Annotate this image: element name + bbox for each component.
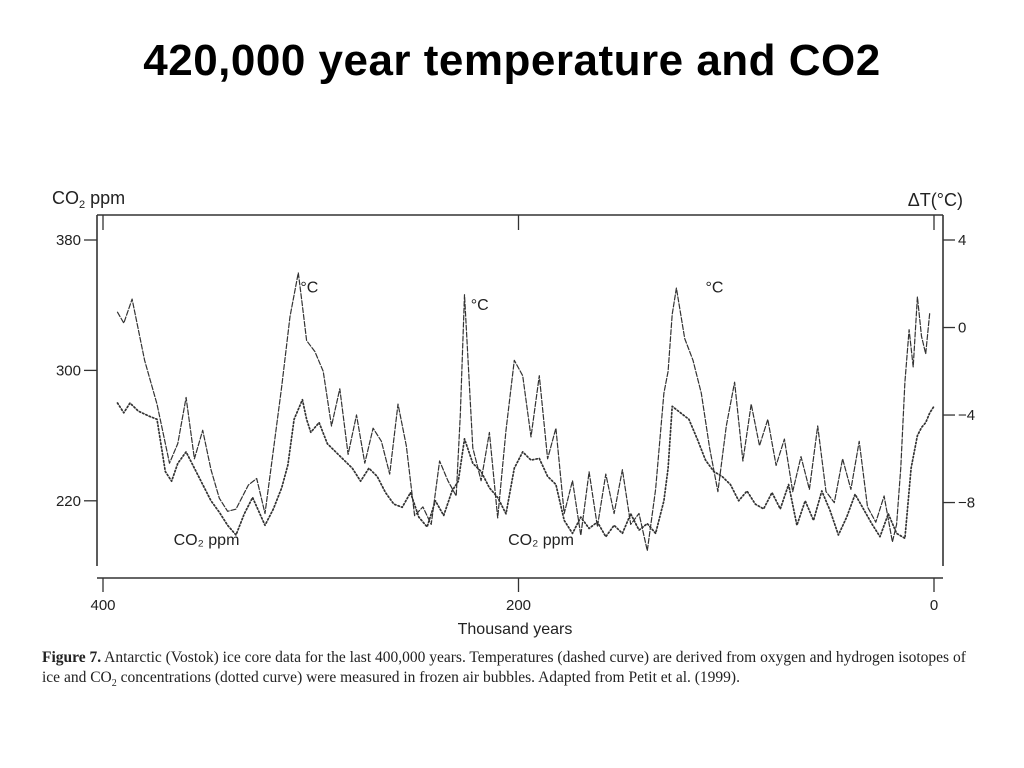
right-tick-label-0: 0 [958,320,966,337]
right-tick-label--8: −8 [958,495,975,512]
caption-subscript: 2 [111,678,117,690]
x-axis-title: Thousand years [458,621,573,638]
caption-text-1: Antarctic (Vostok) ice core data for the… [42,649,966,686]
annotation-1: °C [471,297,489,314]
x-tick-label-400: 400 [90,597,115,614]
annotation-3: CO₂ ppm [174,532,240,549]
annotation-0: °C [300,280,318,297]
caption-lead: Figure 7. [42,649,102,666]
right-tick-label--4: −4 [958,407,975,424]
left-tick-label-300: 300 [56,362,81,379]
right-tick-label-4: 4 [958,232,966,249]
caption-text-2: concentrations (dotted curve) were measu… [116,669,740,686]
right-axis-title: ΔT(°C) [908,190,963,210]
slide-title: 420,000 year temperature and CO2 [143,36,881,85]
temperature-series-line [116,272,931,552]
figure-caption: Figure 7. Antarctic (Vostok) ice core da… [42,648,982,694]
left-axis-title: CO2 ppm [52,188,125,211]
x-tick-label-0: 0 [930,597,938,614]
left-tick-label-380: 380 [56,232,81,249]
annotation-2: °C [705,280,723,297]
co2-series-line [116,398,935,540]
x-tick-label-200: 200 [506,597,531,614]
left-tick-label-220: 220 [56,493,81,510]
vostok-chart: CO2 ppm ΔT(°C) Thousand years 380 300 220 4… [52,188,975,638]
annotation-4: CO₂ ppm [508,532,574,549]
